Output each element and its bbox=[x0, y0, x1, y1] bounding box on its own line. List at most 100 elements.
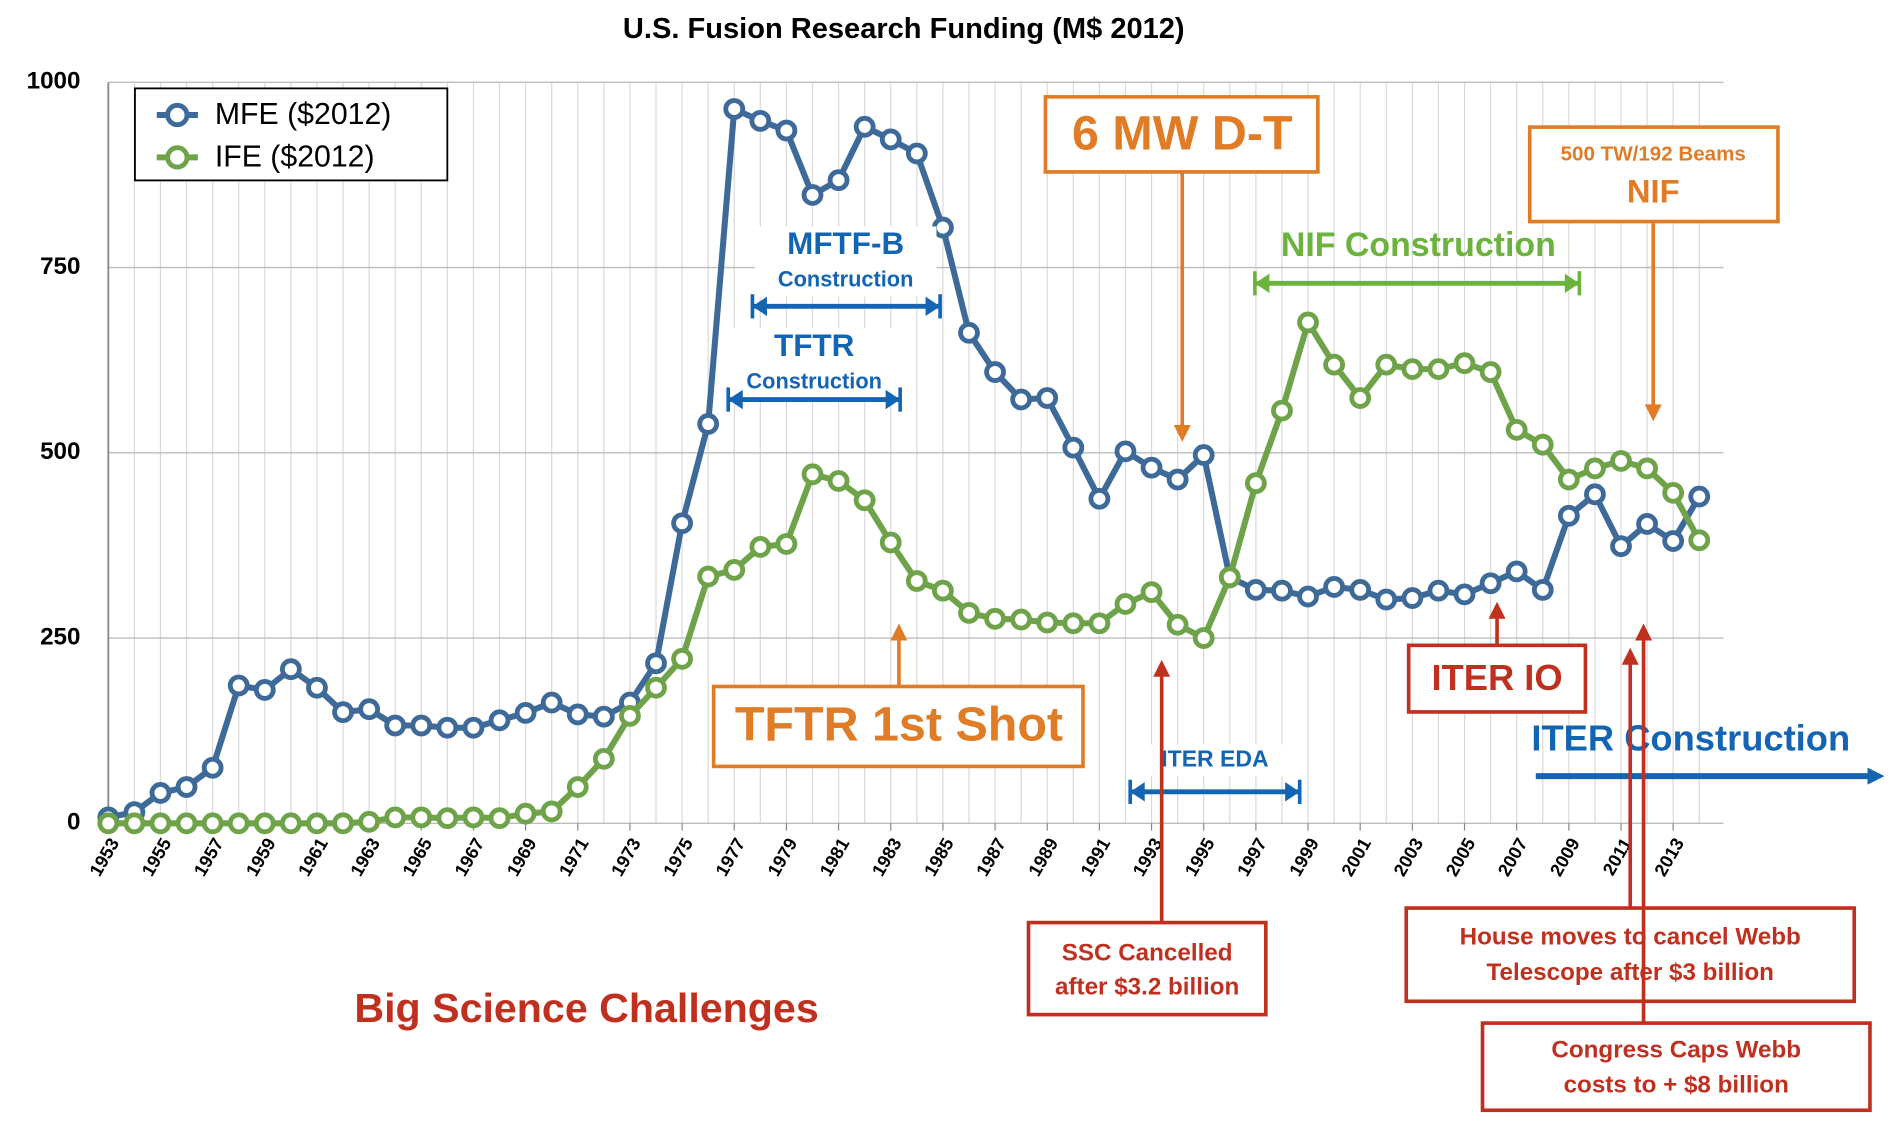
data-point bbox=[1610, 450, 1632, 472]
data-point bbox=[723, 558, 746, 581]
annotation-text: Big Science Challenges bbox=[354, 985, 818, 1031]
data-point bbox=[1610, 535, 1632, 558]
data-point bbox=[410, 806, 433, 829]
x-tick-label: 1995 bbox=[1181, 835, 1219, 880]
x-tick-label: 1991 bbox=[1077, 835, 1115, 880]
x-tick-label: 1983 bbox=[868, 835, 906, 880]
data-point bbox=[1244, 579, 1267, 601]
data-point bbox=[671, 647, 693, 670]
data-point bbox=[1114, 440, 1137, 463]
data-point bbox=[1140, 456, 1163, 479]
annotation-text: Telescope after $3 billion bbox=[1487, 959, 1774, 986]
data-point bbox=[1636, 513, 1658, 535]
data-point bbox=[306, 812, 328, 835]
annotation-text: costs to + $8 billion bbox=[1564, 1071, 1789, 1098]
data-point bbox=[514, 702, 537, 724]
x-tick-label: 1963 bbox=[346, 835, 384, 880]
data-point bbox=[853, 489, 876, 512]
data-point bbox=[1375, 353, 1398, 376]
data-point bbox=[671, 512, 693, 535]
data-point bbox=[306, 676, 328, 699]
arrow-head bbox=[1153, 659, 1171, 677]
x-tick-label: 1997 bbox=[1233, 835, 1271, 880]
data-point bbox=[984, 607, 1006, 630]
data-point bbox=[436, 716, 459, 739]
y-tick-label: 1000 bbox=[27, 68, 81, 95]
annotation-text: 500 TW/192 Beams bbox=[1561, 142, 1746, 165]
x-tick-label: 1999 bbox=[1285, 835, 1323, 880]
annotation-text: Construction bbox=[746, 368, 882, 393]
annotation-text: ITER IO bbox=[1431, 657, 1562, 698]
data-point bbox=[1505, 560, 1528, 583]
x-tick-label: 1987 bbox=[972, 835, 1010, 880]
data-point bbox=[384, 806, 407, 829]
x-tick-label: 1985 bbox=[920, 835, 958, 880]
x-tick-label: 1957 bbox=[190, 835, 228, 880]
data-point bbox=[1192, 444, 1215, 466]
data-point bbox=[1140, 581, 1163, 604]
legend-label: IFE ($2012) bbox=[215, 141, 375, 174]
data-point bbox=[1688, 485, 1711, 508]
data-point bbox=[958, 601, 980, 624]
data-point bbox=[540, 800, 563, 823]
x-tick-label: 1969 bbox=[503, 835, 541, 880]
data-point bbox=[1662, 481, 1685, 504]
data-point bbox=[827, 169, 850, 192]
data-point bbox=[1401, 587, 1424, 609]
x-tick-label: 1981 bbox=[816, 835, 854, 880]
annotation-text: SSC Cancelled bbox=[1062, 939, 1233, 966]
data-point bbox=[932, 579, 954, 602]
data-point bbox=[201, 812, 224, 835]
data-point bbox=[149, 812, 172, 835]
data-point bbox=[1088, 487, 1111, 510]
data-point bbox=[1036, 611, 1059, 634]
data-point bbox=[149, 782, 172, 804]
arrow-head bbox=[1254, 273, 1270, 294]
data-point bbox=[645, 676, 667, 699]
x-tick-label: 2003 bbox=[1390, 835, 1428, 880]
data-point bbox=[801, 463, 824, 486]
legend-label: MFE ($2012) bbox=[215, 98, 392, 131]
data-point bbox=[1427, 579, 1450, 602]
data-point bbox=[488, 709, 511, 732]
arrow-head bbox=[1173, 424, 1191, 442]
y-tick-label: 250 bbox=[40, 623, 80, 650]
data-point bbox=[645, 652, 667, 675]
annotation-text: ITER Construction bbox=[1531, 718, 1850, 759]
data-point bbox=[775, 533, 798, 555]
x-tick-label: 2001 bbox=[1338, 835, 1376, 880]
annotation-box bbox=[1527, 125, 1780, 224]
data-point bbox=[436, 807, 459, 830]
legend-marker bbox=[165, 145, 190, 170]
annotation-text: MFTF-B bbox=[787, 226, 904, 261]
arrow-head bbox=[728, 389, 743, 410]
data-point bbox=[97, 812, 120, 835]
data-point bbox=[540, 691, 563, 714]
annotation-text: Construction bbox=[778, 267, 914, 292]
data-point bbox=[1297, 585, 1319, 608]
data-point bbox=[1218, 566, 1241, 589]
annotation-text: House moves to cancel Webb bbox=[1460, 924, 1801, 951]
legend-marker bbox=[165, 102, 190, 128]
data-point bbox=[1453, 352, 1476, 375]
x-tick-label: 1959 bbox=[242, 835, 280, 880]
data-point bbox=[1505, 418, 1528, 441]
arrow-head bbox=[1867, 767, 1885, 785]
annotation-box bbox=[1404, 906, 1857, 1004]
arrow-head bbox=[1635, 623, 1653, 641]
data-point bbox=[253, 679, 276, 701]
data-point bbox=[514, 802, 537, 825]
data-point bbox=[1584, 457, 1606, 480]
data-point bbox=[1166, 468, 1189, 491]
data-point bbox=[227, 674, 250, 697]
data-point bbox=[1453, 583, 1476, 606]
data-point bbox=[1401, 358, 1424, 380]
data-point bbox=[592, 705, 615, 728]
data-point bbox=[1479, 361, 1502, 383]
data-point bbox=[592, 747, 615, 770]
annotation-text: ITER EDA bbox=[1161, 745, 1268, 771]
data-point bbox=[358, 698, 381, 721]
data-point bbox=[332, 701, 354, 724]
